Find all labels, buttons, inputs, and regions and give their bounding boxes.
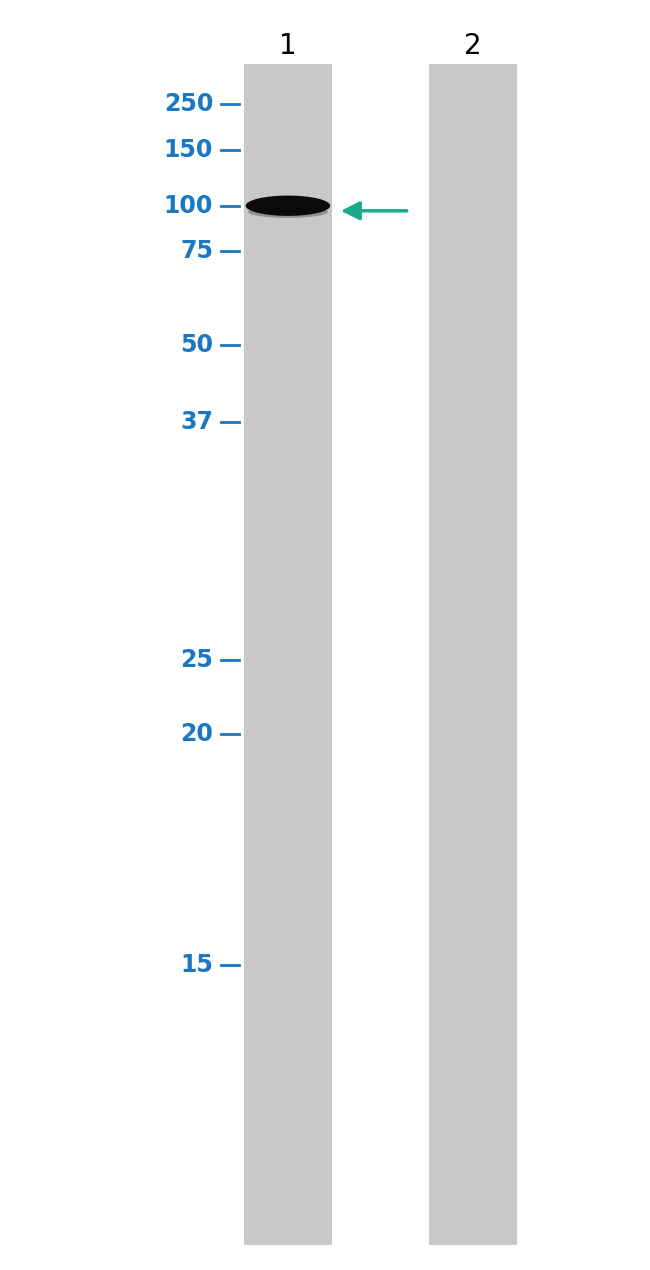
Bar — [244, 64, 332, 1245]
Text: 1: 1 — [279, 32, 296, 60]
Text: 37: 37 — [180, 410, 213, 433]
Text: 50: 50 — [180, 334, 213, 357]
Text: 75: 75 — [180, 240, 213, 263]
Text: 25: 25 — [180, 649, 213, 672]
Text: 20: 20 — [180, 723, 213, 745]
Text: 150: 150 — [164, 138, 213, 161]
Text: 250: 250 — [164, 93, 213, 116]
Ellipse shape — [246, 196, 330, 216]
Text: 15: 15 — [180, 954, 213, 977]
Ellipse shape — [248, 206, 328, 218]
Text: 2: 2 — [464, 32, 482, 60]
Bar — [429, 64, 517, 1245]
Text: 100: 100 — [164, 194, 213, 217]
